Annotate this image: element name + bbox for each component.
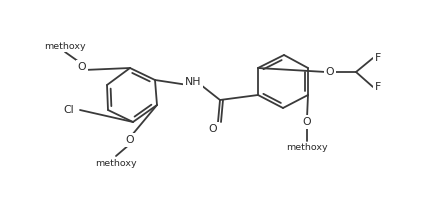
Text: O: O (326, 67, 334, 77)
Text: methoxy: methoxy (286, 144, 328, 152)
Text: Cl: Cl (64, 105, 74, 115)
Text: methoxy: methoxy (44, 42, 86, 50)
Text: O: O (303, 117, 311, 127)
Text: methoxy: methoxy (95, 159, 137, 168)
Text: F: F (375, 82, 381, 92)
Text: O: O (209, 124, 217, 134)
Text: NH: NH (185, 77, 201, 87)
Text: O: O (126, 135, 134, 145)
Text: O: O (78, 62, 86, 72)
Text: F: F (375, 53, 381, 63)
